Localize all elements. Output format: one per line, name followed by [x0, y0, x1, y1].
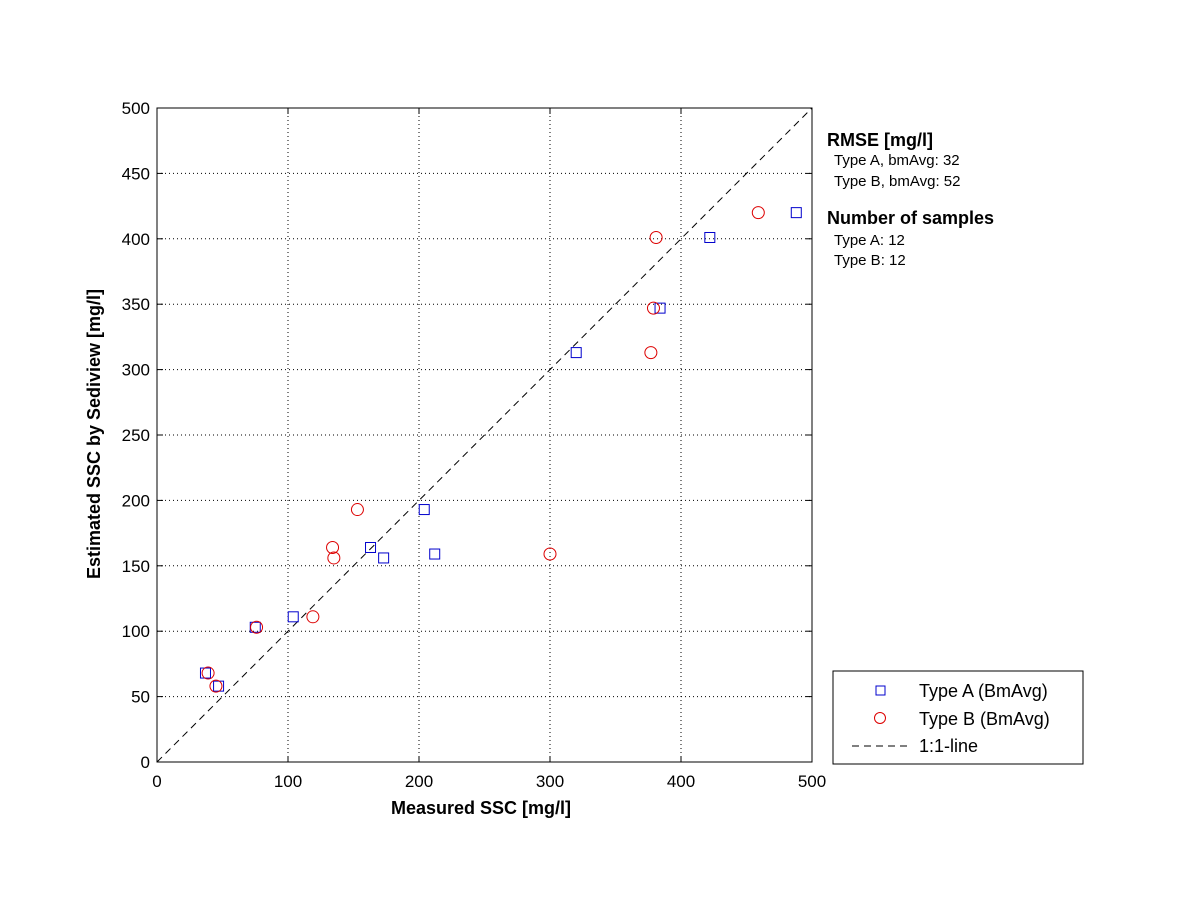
type-a-point — [378, 552, 390, 564]
x-tick-label: 0 — [152, 772, 161, 791]
grid — [157, 108, 812, 762]
type-b-point — [306, 610, 320, 624]
y-tick-label: 300 — [122, 361, 150, 380]
y-tick-label: 450 — [122, 164, 150, 183]
legend: Type A (BmAvg) Type B (BmAvg) 1:1-line — [832, 670, 1084, 765]
legend-label-type-a: Type A (BmAvg) — [919, 681, 1048, 701]
type-a-point — [429, 548, 441, 560]
y-tick-label: 250 — [122, 426, 150, 445]
data-markers — [199, 206, 802, 693]
y-axis-label: Estimated SSC by Sediview [mg/l] — [84, 289, 104, 579]
rmse-title: RMSE [mg/l] — [827, 130, 933, 150]
samples-title: Number of samples — [827, 208, 994, 228]
y-tick-label: 150 — [122, 557, 150, 576]
y-tick-label: 200 — [122, 491, 150, 510]
x-tick-label: 200 — [405, 772, 433, 791]
type-b-point — [327, 551, 341, 565]
type-b-point — [201, 666, 215, 680]
type-a-point — [790, 207, 802, 219]
axis-ticks: 0 100 200 300 400 500 0 50 100 150 200 250 300 350 400… — [122, 99, 827, 791]
legend-circle-icon — [874, 712, 886, 724]
type-b-point — [209, 679, 223, 693]
type-a-point — [570, 347, 582, 359]
y-tick-label: 50 — [131, 688, 150, 707]
x-tick-label: 400 — [667, 772, 695, 791]
type-b-point — [250, 620, 264, 634]
x-tick-label: 100 — [274, 772, 302, 791]
type-b-point — [751, 206, 765, 220]
type-b-point — [649, 230, 663, 244]
one-to-one-line — [156, 107, 813, 763]
y-tick-label: 100 — [122, 622, 150, 641]
rmse-type-a: Type A, bmAvg: 32 — [834, 152, 960, 169]
y-tick-label: 400 — [122, 230, 150, 249]
x-axis-label: Measured SSC [mg/l] — [391, 798, 571, 818]
samples-type-b: Type B: 12 — [834, 252, 906, 269]
type-b-point — [543, 547, 557, 561]
type-a-point — [287, 611, 299, 623]
type-a-point — [365, 541, 377, 553]
annotation-panel: RMSE [mg/l] Type A, bmAvg: 32 Type B, bm… — [827, 130, 994, 269]
type-a-point — [704, 231, 716, 243]
y-tick-label: 0 — [141, 753, 150, 772]
type-a-point — [418, 504, 430, 516]
type-b-point — [350, 503, 364, 517]
type-b-point — [646, 301, 660, 315]
legend-square-icon — [875, 685, 886, 696]
x-tick-label: 300 — [536, 772, 564, 791]
type-a-point — [654, 302, 666, 314]
type-b-point — [326, 540, 340, 554]
samples-type-a: Type A: 12 — [834, 232, 905, 249]
x-tick-label: 500 — [798, 772, 826, 791]
type-b-point — [644, 346, 658, 360]
rmse-type-b: Type B, bmAvg: 52 — [834, 173, 960, 190]
legend-label-type-b: Type B (BmAvg) — [919, 709, 1050, 729]
legend-label-one-to-one: 1:1-line — [919, 736, 978, 756]
y-tick-label: 500 — [122, 99, 150, 118]
y-tick-label: 350 — [122, 295, 150, 314]
